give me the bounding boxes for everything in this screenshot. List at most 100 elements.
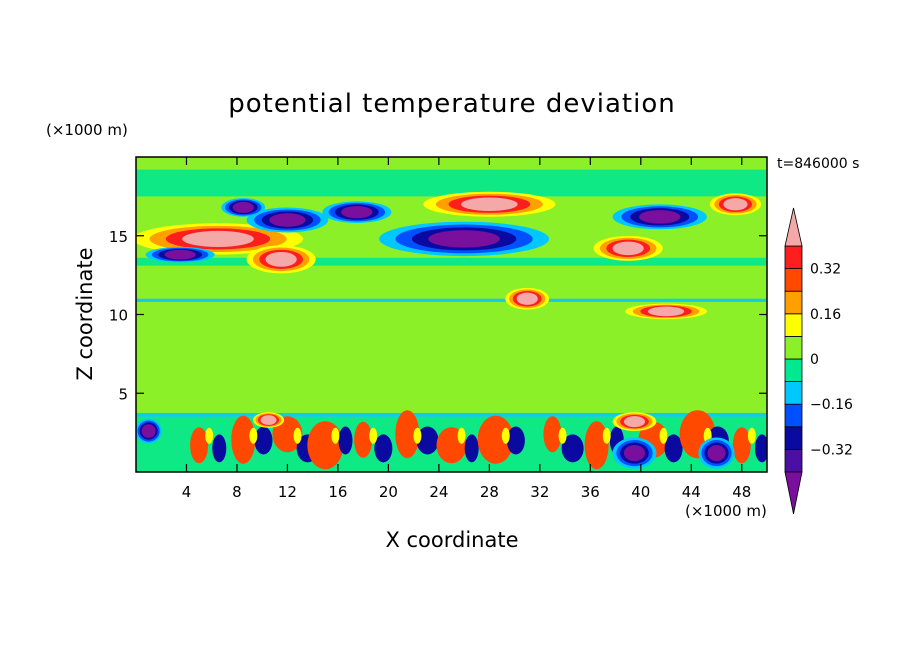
contour-level — [269, 213, 306, 227]
contour-cell — [254, 426, 273, 455]
contour-cell — [395, 410, 420, 459]
x-tick-label: 28 — [480, 483, 499, 501]
contour-band — [136, 412, 767, 417]
x-tick-label: 4 — [182, 483, 192, 501]
contour-cell — [374, 434, 393, 463]
contour-cell — [331, 427, 340, 444]
x-axis: 4 8 12 16 20 24 28 32 36 40 44 48 — [182, 157, 751, 501]
contour-level — [612, 241, 644, 256]
contour-cell — [457, 427, 466, 444]
time-label: t=846000 s — [777, 156, 859, 172]
contour-level — [428, 230, 500, 248]
cold-anomaly — [698, 437, 735, 469]
warm-anomaly — [252, 412, 285, 428]
contour-band — [136, 257, 767, 266]
x-tick-label: 40 — [631, 483, 650, 501]
cold-anomaly — [612, 437, 657, 469]
colorbar-segment — [784, 403, 803, 428]
warm-anomaly — [423, 191, 556, 217]
contour-features — [136, 191, 762, 469]
colorbar-segment — [784, 381, 803, 405]
contour-level — [260, 415, 277, 425]
cold-anomaly — [379, 221, 550, 257]
contour-cell — [464, 434, 479, 463]
warm-anomaly — [136, 223, 304, 255]
contour-cell — [754, 434, 767, 463]
contour-cell — [249, 427, 258, 444]
x-unit-label: (×1000 m) — [685, 502, 767, 520]
warm-anomaly — [709, 193, 762, 216]
contour-band — [136, 298, 767, 302]
colorbar-tick-label: −0.16 — [810, 397, 853, 413]
x-tick-label: 16 — [328, 483, 347, 501]
x-tick-label: 36 — [581, 483, 600, 501]
cold-anomaly — [221, 198, 266, 217]
contour-level — [341, 205, 373, 219]
contour-cell — [501, 427, 510, 444]
x-tick-label: 32 — [530, 483, 549, 501]
x-axis-title: X coordinate — [385, 528, 518, 552]
x-tick-label: 44 — [682, 483, 701, 501]
y-axis-title: Z coordinate — [73, 247, 97, 380]
colorbar-segment — [784, 448, 803, 473]
contour-band — [136, 169, 767, 197]
colorbar-min-arrow — [784, 471, 803, 515]
contour-cell — [561, 434, 584, 463]
cold-anomaly — [136, 418, 162, 444]
contour-bands — [136, 169, 767, 472]
colorbar-segment — [784, 335, 803, 360]
contour-level — [623, 445, 646, 462]
contour-level — [461, 197, 518, 212]
contour-level — [182, 230, 254, 247]
contour-level — [164, 249, 196, 260]
contour-cell — [338, 426, 353, 455]
colorbar-tick-label: −0.32 — [810, 442, 853, 458]
colorbar-tick-label: 0 — [810, 352, 819, 368]
y-tick-label: 5 — [118, 385, 128, 403]
cold-anomaly — [145, 246, 215, 263]
contour-level — [723, 198, 748, 211]
contour-level — [707, 445, 726, 462]
contour-cell — [732, 427, 751, 464]
colorbar-tick-label: 0.16 — [810, 307, 841, 323]
contour-cell — [231, 415, 256, 464]
warm-anomaly — [593, 235, 663, 261]
cold-anomaly — [246, 207, 329, 233]
contour-cell — [543, 416, 562, 453]
contour-cell — [558, 427, 567, 444]
x-tick-label: 24 — [429, 483, 448, 501]
contour-cell — [506, 426, 525, 455]
colorbar-segment — [784, 245, 803, 270]
y-tick-label: 15 — [109, 228, 128, 246]
contour-level — [647, 306, 685, 317]
colorbar-segment — [784, 268, 803, 292]
x-tick-label: 20 — [379, 483, 398, 501]
chart-title: potential temperature deviation — [228, 89, 675, 119]
contour-level — [265, 251, 297, 267]
contour-cell — [205, 427, 214, 444]
warm-anomaly — [505, 287, 550, 310]
warm-anomaly — [246, 245, 316, 274]
cold-anomaly — [612, 204, 707, 230]
contour-cell — [747, 427, 756, 444]
contour-level — [639, 210, 681, 224]
contour-cell — [307, 421, 344, 470]
warm-anomaly — [625, 303, 707, 320]
contour-cell — [416, 426, 439, 455]
contour-cell — [664, 434, 683, 463]
contour-cell — [190, 427, 209, 464]
plot-area — [136, 157, 767, 472]
y-unit-label: (×1000 m) — [46, 121, 128, 139]
contour-cell — [212, 434, 227, 463]
x-tick-label: 8 — [232, 483, 242, 501]
colorbar-segment — [784, 358, 803, 383]
contour-cell — [293, 427, 302, 444]
y-axis: 5 10 15 — [109, 228, 767, 403]
colorbar-tick-label: 0.32 — [810, 262, 841, 278]
contour-level — [141, 424, 156, 438]
colorbar-max-arrow — [784, 207, 803, 247]
contour-cell — [659, 427, 668, 444]
contour-level — [232, 201, 254, 213]
contour-cell — [584, 421, 609, 470]
